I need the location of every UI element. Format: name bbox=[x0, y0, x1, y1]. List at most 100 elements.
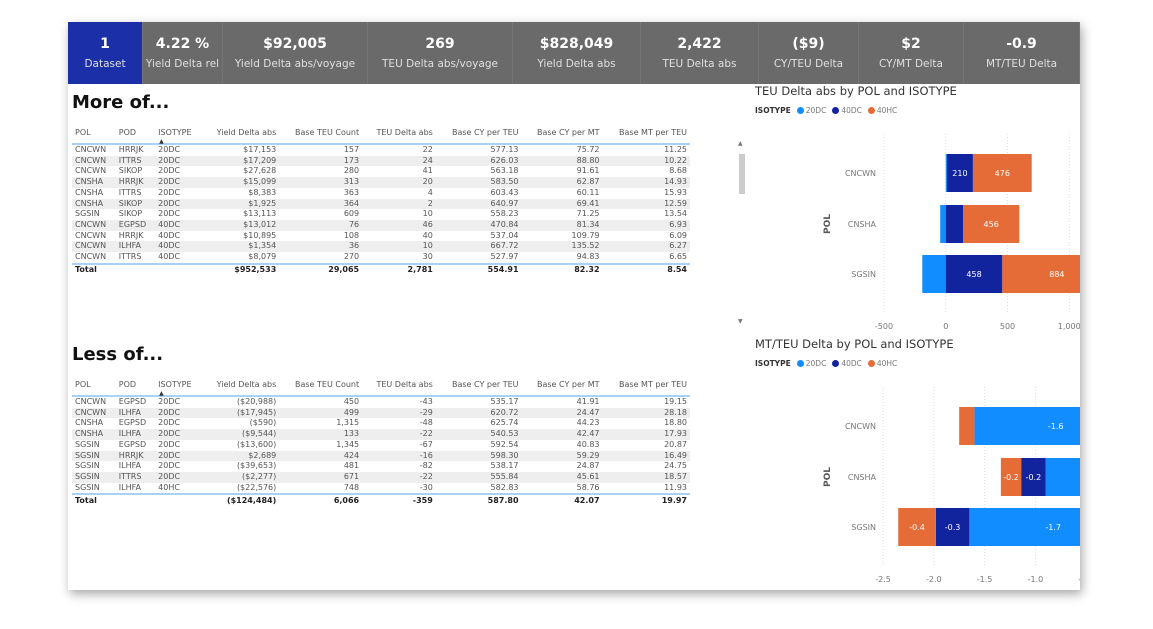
legend-item[interactable]: 20DC bbox=[796, 106, 826, 115]
legend-item[interactable]: 40HC bbox=[867, 106, 897, 115]
table-cell: ITTRS bbox=[118, 252, 142, 262]
bar-segment-40hc[interactable] bbox=[972, 154, 1032, 192]
data-label: 476 bbox=[995, 169, 1010, 178]
table-scrollbar[interactable]: ▲ ▼ bbox=[738, 140, 746, 325]
bar-segment-40dc[interactable] bbox=[935, 508, 970, 546]
table-row[interactable]: CNSHA HRRJK 20DC $15,099 313 20 583.50 62.87 14.… bbox=[72, 177, 690, 188]
table-cell: 40DC bbox=[158, 252, 181, 262]
column-header[interactable]: POD bbox=[115, 374, 156, 397]
column-header[interactable]: Base CY per MT bbox=[521, 122, 603, 145]
kpi-label: TEU Delta abs bbox=[662, 58, 737, 70]
bar-segment-40hc[interactable] bbox=[1000, 458, 1022, 496]
table-row[interactable]: CNSHA SIKOP 20DC $1,925 364 2 640.97 69.41 12.59 bbox=[72, 198, 690, 210]
column-header[interactable]: POL bbox=[72, 122, 116, 145]
table-cell: HRRJK bbox=[118, 230, 144, 240]
x-tick-label: -1.5 bbox=[977, 575, 993, 584]
column-header[interactable]: POL bbox=[72, 374, 116, 397]
total-cell bbox=[115, 493, 156, 508]
kpi-tile[interactable]: $92,005 Yield Delta abs/voyage bbox=[223, 22, 368, 84]
kpi-tile[interactable]: ($9) CY/TEU Delta bbox=[759, 22, 859, 84]
bar-segment-40dc[interactable] bbox=[945, 255, 1003, 293]
kpi-tile[interactable]: 1 Dataset bbox=[68, 22, 143, 84]
legend-item[interactable]: 40DC bbox=[832, 106, 862, 115]
table-cell: 555.84 bbox=[490, 471, 519, 481]
bar-segment-40hc[interactable] bbox=[1002, 255, 1080, 293]
bar-segment-20dc[interactable] bbox=[922, 255, 946, 293]
table-cell: 22 bbox=[422, 145, 433, 154]
table-row[interactable]: SGSIN ITTRS 20DC ($2,277) 671 -22 555.84 45.61 1… bbox=[72, 471, 690, 483]
column-header[interactable]: Base TEU Count bbox=[279, 374, 363, 397]
kpi-tile[interactable]: $828,049 Yield Delta abs bbox=[513, 22, 641, 84]
bar-segment-40hc[interactable] bbox=[898, 508, 936, 546]
kpi-tile[interactable]: 269 TEU Delta abs/voyage bbox=[368, 22, 513, 84]
kpi-value: ($9) bbox=[792, 36, 825, 52]
table-row[interactable]: CNCWN HRRJK 40DC $10,895 108 40 537.04 109.79 6.… bbox=[72, 231, 690, 242]
column-header[interactable]: ISOTYPE ▲ bbox=[155, 374, 202, 397]
table-cell: 625.74 bbox=[490, 418, 519, 428]
column-header-label: Base CY per MT bbox=[536, 380, 600, 389]
table-row[interactable]: CNCWN SIKOP 20DC $27,628 280 41 563.18 91.61 8.6… bbox=[72, 166, 690, 177]
table-row[interactable]: CNCWN ILHFA 20DC ($17,945) 499 -29 620.72 24.47… bbox=[72, 407, 690, 419]
table-row[interactable]: CNCWN HRRJK 20DC $17,153 157 22 577.13 75.72 11.… bbox=[72, 144, 690, 156]
bar-segment-40dc[interactable] bbox=[945, 205, 964, 243]
chart-plot: -50005001,0001,500CNCWN210476CNSHA456SGS… bbox=[823, 134, 1080, 331]
table-cell: 4 bbox=[427, 187, 433, 197]
legend-item[interactable]: 20DC bbox=[796, 359, 826, 368]
table-cell: 58.76 bbox=[576, 482, 600, 492]
bar-segment-40dc[interactable] bbox=[946, 154, 973, 192]
column-header[interactable]: Yield Delta abs bbox=[201, 122, 280, 145]
scroll-up-icon[interactable]: ▲ bbox=[738, 140, 743, 147]
table-row[interactable]: SGSIN HRRJK 20DC $2,689 424 -16 598.30 59.29 16.… bbox=[72, 450, 690, 462]
table-row[interactable]: CNCWN EGPSD 20DC ($20,988) 450 -43 535.17 41.91… bbox=[72, 396, 690, 408]
table-row[interactable]: SGSIN SIKOP 20DC $13,113 609 10 558.23 71.25 13.… bbox=[72, 209, 690, 220]
column-header[interactable]: TEU Delta abs bbox=[362, 122, 436, 145]
table-row[interactable]: CNCWN EGPSD 40DC $13,012 76 46 470.84 81.34 6.93 bbox=[72, 219, 690, 231]
column-header[interactable]: TEU Delta abs bbox=[362, 374, 436, 397]
table-cell: 71.25 bbox=[576, 209, 600, 219]
legend-item[interactable]: 40HC bbox=[867, 359, 897, 368]
legend-item[interactable]: 40DC bbox=[832, 359, 862, 368]
kpi-tile[interactable]: 2,422 TEU Delta abs bbox=[641, 22, 759, 84]
table-cell: 6.27 bbox=[669, 241, 687, 251]
bar-segment-20dc[interactable] bbox=[945, 154, 947, 192]
column-header[interactable]: ISOTYPE ▲ bbox=[155, 122, 202, 145]
column-header[interactable]: Base CY per TEU bbox=[435, 122, 522, 145]
table-row[interactable]: CNCWN ITTRS 40DC $8,079 270 30 527.97 94.83 6.65 bbox=[72, 252, 690, 264]
kpi-tile[interactable]: 4.22 % Yield Delta rel bbox=[143, 22, 223, 84]
scrollbar-thumb[interactable] bbox=[739, 154, 745, 194]
kpi-tile[interactable]: $2 CY/MT Delta bbox=[859, 22, 964, 84]
column-header[interactable]: Base TEU Count bbox=[279, 122, 363, 145]
column-header[interactable]: Base MT per TEU bbox=[602, 122, 690, 145]
data-label: -0.4 bbox=[909, 523, 925, 532]
column-header[interactable]: Base MT per TEU bbox=[602, 374, 690, 397]
scroll-down-icon[interactable]: ▼ bbox=[738, 318, 743, 325]
kpi-tile[interactable]: -0.9 MT/TEU Delta bbox=[964, 22, 1080, 84]
bar-segment-40hc[interactable] bbox=[959, 407, 975, 445]
table-cell: 481 bbox=[343, 461, 360, 471]
table-row[interactable]: SGSIN EGPSD 20DC ($13,600) 1,345 -67 592.54 40.… bbox=[72, 440, 690, 451]
table-cell: CNCWN bbox=[75, 407, 107, 417]
bar-segment-20dc[interactable] bbox=[1045, 458, 1080, 496]
column-header[interactable]: Yield Delta abs bbox=[201, 374, 280, 397]
table-cell: 88.80 bbox=[576, 155, 600, 165]
column-header[interactable]: Base CY per MT bbox=[521, 374, 603, 397]
table-row[interactable]: CNSHA ITTRS 20DC $8,383 363 4 603.43 60.11 15.93 bbox=[72, 188, 690, 199]
bar-segment-40dc[interactable] bbox=[1021, 458, 1046, 496]
table-row[interactable]: SGSIN ILHFA 40HC ($22,576) 748 -30 582.83 58.76… bbox=[72, 483, 690, 495]
table-row[interactable]: CNSHA EGPSD 20DC ($590) 1,315 -48 625.74 44.23 1… bbox=[72, 418, 690, 429]
bar-segment-20dc[interactable] bbox=[940, 205, 946, 243]
bar-segment-40hc[interactable] bbox=[963, 205, 1020, 243]
table-row[interactable]: CNCWN ITTRS 20DC $17,209 173 24 626.03 88.80 10.… bbox=[72, 155, 690, 167]
table-row[interactable]: CNCWN ILHFA 40DC $1,354 36 10 667.72 135.52 6.27 bbox=[72, 241, 690, 253]
table-cell: 91.61 bbox=[576, 166, 600, 176]
table-row[interactable]: SGSIN ILHFA 20DC ($39,653) 481 -82 538.17 24.87… bbox=[72, 461, 690, 472]
bar-segment-20dc[interactable] bbox=[969, 508, 1080, 546]
bar-segment-20dc[interactable] bbox=[974, 407, 1080, 445]
data-label: -0.2 bbox=[1003, 473, 1019, 482]
column-header[interactable]: Base CY per TEU bbox=[435, 374, 522, 397]
column-header[interactable]: POD bbox=[115, 122, 156, 145]
table-cell: $27,628 bbox=[243, 166, 277, 176]
table-row[interactable]: CNSHA ILHFA 20DC ($9,544) 133 -22 540.53 42.47 1… bbox=[72, 429, 690, 440]
kpi-value: $828,049 bbox=[539, 36, 614, 52]
column-header-label: Base MT per TEU bbox=[619, 380, 687, 389]
